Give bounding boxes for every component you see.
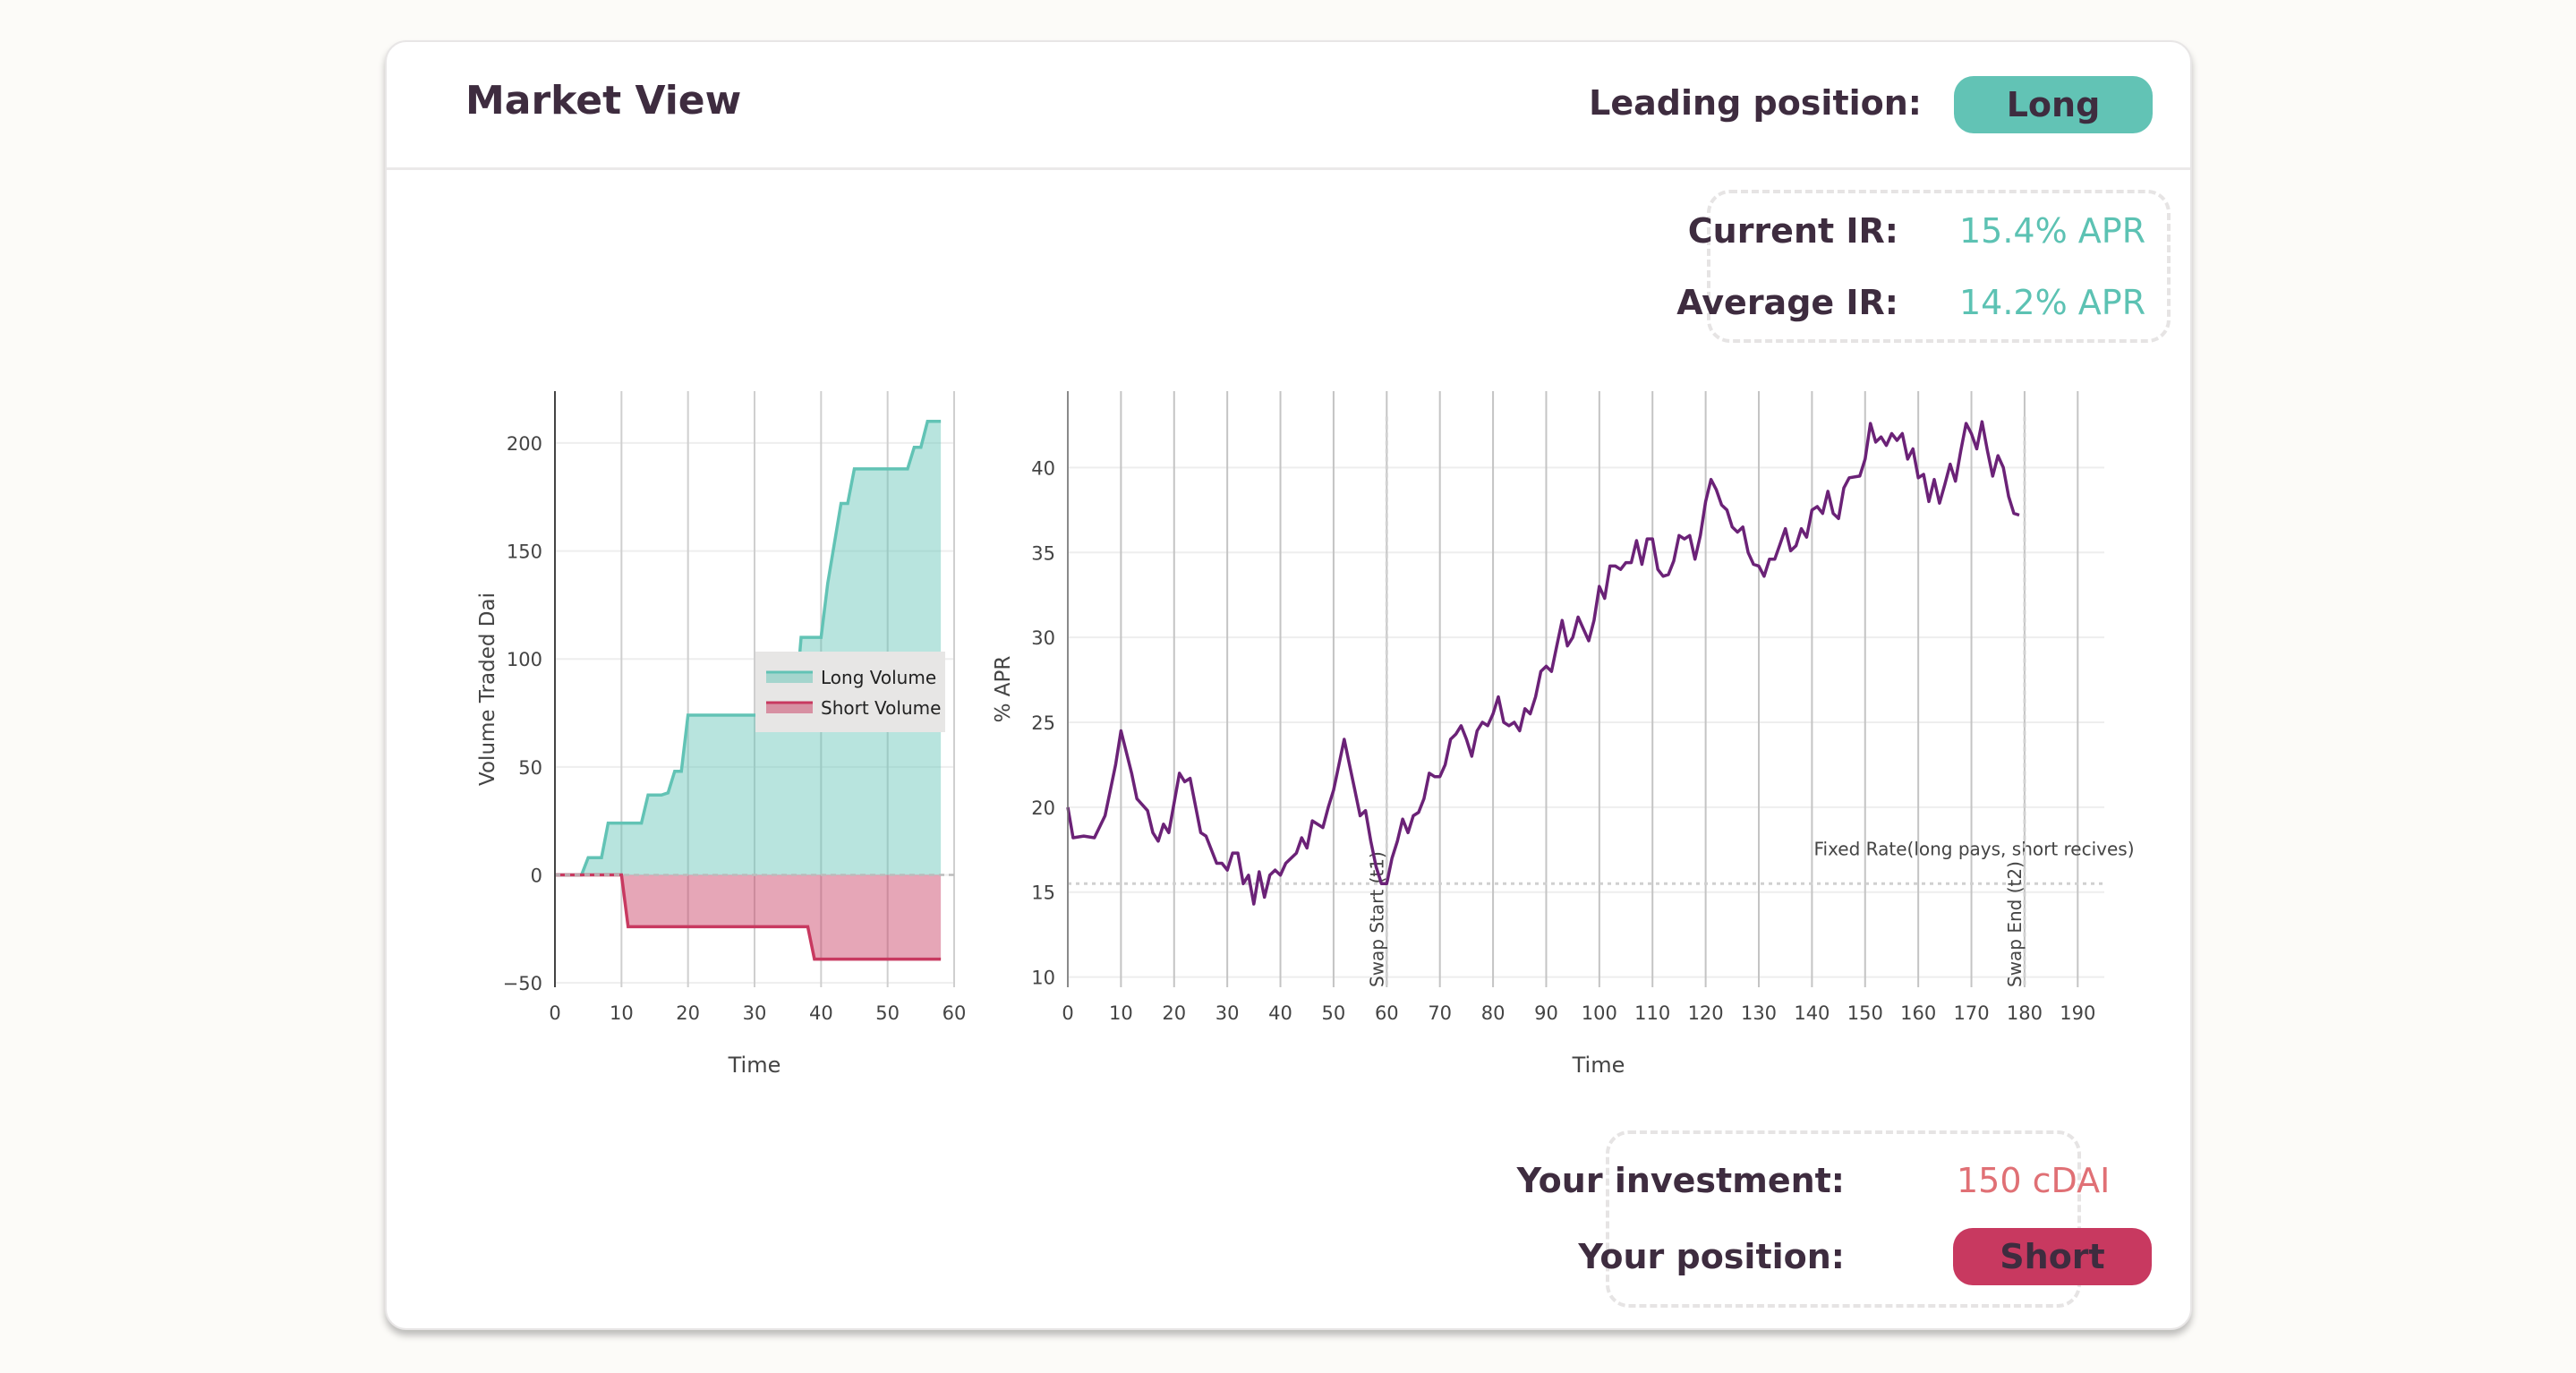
your-position-label: Your position: <box>1578 1237 1845 1276</box>
short-volume-area <box>555 874 942 959</box>
interest-rate-panel: Current IR: 15.4% APR Average IR: 14.2% … <box>1676 190 2171 343</box>
legend: Long Volume Short Volume <box>755 652 945 732</box>
x-tick-label: 0 <box>549 1002 560 1024</box>
y-tick-label: 10 <box>1031 968 1055 989</box>
volume-chart: −50 0 50 100 150 200 0 10 20 30 40 50 60 Volume Trade… <box>476 391 966 1078</box>
y-tick-label: 200 <box>507 433 542 455</box>
y-tick-label: 25 <box>1031 712 1055 734</box>
y-tick-label: 0 <box>531 866 542 887</box>
x-tick-label: 10 <box>1109 1002 1133 1024</box>
y-tick-label: 20 <box>1031 797 1055 819</box>
x-tick-label: 120 <box>1688 1002 1724 1024</box>
x-tick-label: 30 <box>1215 1002 1240 1024</box>
x-tick-label: 60 <box>1375 1002 1399 1024</box>
x-tick-label: 80 <box>1481 1002 1506 1024</box>
long-volume-line <box>555 420 942 877</box>
fixed-rate-label: Fixed Rate(long pays, short recives) <box>1813 838 2134 859</box>
y-tick-label: −50 <box>503 973 542 994</box>
legend-background <box>755 652 945 732</box>
card-header: Market View Leading position: Long <box>387 42 2190 170</box>
apr-line <box>1066 420 2020 906</box>
y-tick-label: 100 <box>507 649 542 670</box>
leading-position-badge: Long <box>1954 76 2153 133</box>
x-tick-label: 30 <box>743 1002 767 1024</box>
y-tick-label: 15 <box>1031 883 1055 904</box>
y-tick-label: 30 <box>1031 627 1055 649</box>
average-ir-label: Average IR: <box>1676 283 1898 322</box>
x-tick-label: 110 <box>1634 1002 1670 1024</box>
investment-panel: Your investment: 150 cDAI Your position:… <box>1517 1130 2152 1308</box>
x-tick-label: 20 <box>676 1002 700 1024</box>
legend-label: Short Volume <box>821 697 941 719</box>
legend-label: Long Volume <box>821 667 936 688</box>
legend-swatch <box>766 672 813 683</box>
y-axis-title: Volume Traded Dai <box>476 593 499 786</box>
y-tick-label: 40 <box>1031 457 1055 479</box>
legend-swatch <box>766 703 813 713</box>
y-tick-label: 50 <box>518 757 542 779</box>
x-axis-title: Time <box>728 1053 781 1078</box>
your-investment-value: 150 cDAI <box>1957 1161 2111 1200</box>
x-tick-label: 60 <box>943 1002 967 1024</box>
y-tick-label: 150 <box>507 542 542 563</box>
leading-position-label: Leading position: <box>1589 83 1922 123</box>
x-tick-label: 20 <box>1162 1002 1186 1024</box>
x-axis-title: Time <box>1572 1053 1625 1078</box>
short-volume-line <box>555 873 942 961</box>
x-tick-label: 130 <box>1741 1002 1777 1024</box>
x-tick-label: 50 <box>875 1002 900 1024</box>
x-tick-label: 160 <box>1900 1002 1936 1024</box>
y-tick-label: 35 <box>1031 542 1055 564</box>
x-tick-label: 70 <box>1428 1002 1452 1024</box>
long-volume-area <box>555 421 942 875</box>
x-tick-label: 40 <box>1268 1002 1292 1024</box>
your-investment-label: Your investment: <box>1516 1161 1845 1200</box>
apr-chart: 10 15 20 25 30 35 40 0 10 20 30 40 50 60 70 80 90 100 110 1… <box>992 391 2135 1078</box>
x-tick-label: 10 <box>610 1002 634 1024</box>
market-view-card: Market View Leading position: Long Curre… <box>385 40 2192 1330</box>
x-tick-label: 140 <box>1794 1002 1830 1024</box>
x-tick-label: 0 <box>1062 1002 1073 1024</box>
x-tick-label: 180 <box>2007 1002 2043 1024</box>
page-title: Market View <box>465 78 742 124</box>
y-axis-title: % APR <box>992 656 1015 723</box>
x-tick-label: 50 <box>1322 1002 1346 1024</box>
average-ir-value: 14.2% APR <box>1959 283 2146 322</box>
current-ir-label: Current IR: <box>1687 211 1898 251</box>
x-tick-label: 40 <box>809 1002 833 1024</box>
swap-end-label: Swap End (t2) <box>2004 861 2026 987</box>
x-tick-label: 100 <box>1582 1002 1617 1024</box>
your-position-badge: Short <box>1953 1228 2152 1285</box>
current-ir-value: 15.4% APR <box>1959 211 2146 251</box>
x-tick-label: 150 <box>1847 1002 1883 1024</box>
x-tick-label: 190 <box>2060 1002 2095 1024</box>
x-tick-label: 170 <box>1953 1002 1989 1024</box>
x-tick-label: 90 <box>1534 1002 1558 1024</box>
